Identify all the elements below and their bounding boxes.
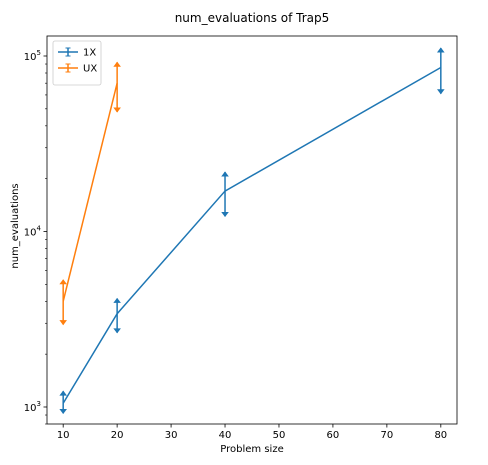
y-tick-label: 105 [24, 49, 41, 63]
error-cap-upper [437, 47, 445, 53]
legend: 1X UX [52, 40, 102, 86]
x-tick-label: 80 [434, 430, 447, 441]
x-tick-label: 60 [327, 430, 340, 441]
error-cap-upper [59, 390, 67, 396]
error-cap-upper [113, 297, 121, 303]
x-tick-label: 40 [219, 430, 232, 441]
error-cap-lower [59, 408, 67, 415]
plot-frame [46, 35, 458, 425]
y-tick-label: 104 [24, 224, 42, 238]
error-cap-lower [59, 320, 67, 326]
error-cap-upper [221, 171, 229, 177]
x-tick-label: 20 [111, 430, 124, 441]
error-cap-lower [221, 211, 229, 218]
series-layer [59, 47, 445, 415]
legend-label-UX: UX [83, 64, 97, 75]
error-cap-lower [113, 107, 121, 113]
series-line-UX [62, 83, 118, 302]
x-tick-label: 30 [165, 430, 178, 441]
x-tick-label: 10 [57, 430, 70, 441]
series-line-1X [62, 66, 442, 404]
error-cap-lower [113, 328, 121, 334]
x-tick-label: 70 [381, 430, 394, 441]
x-tick-label: 50 [273, 430, 286, 441]
y-axis-label: num_evaluations [10, 183, 21, 268]
chart-title: num_evaluations of Trap5 [175, 11, 330, 25]
axes-layer: 10 20 30 40 50 60 70 80 103 104 105 [24, 35, 458, 441]
error-cap-lower [437, 89, 445, 95]
error-cap-upper [113, 61, 121, 67]
x-axis-label: Problem size [220, 444, 283, 455]
error-cap-upper [59, 279, 67, 285]
y-tick-label: 103 [24, 400, 41, 414]
legend-label-1X: 1X [83, 48, 96, 59]
